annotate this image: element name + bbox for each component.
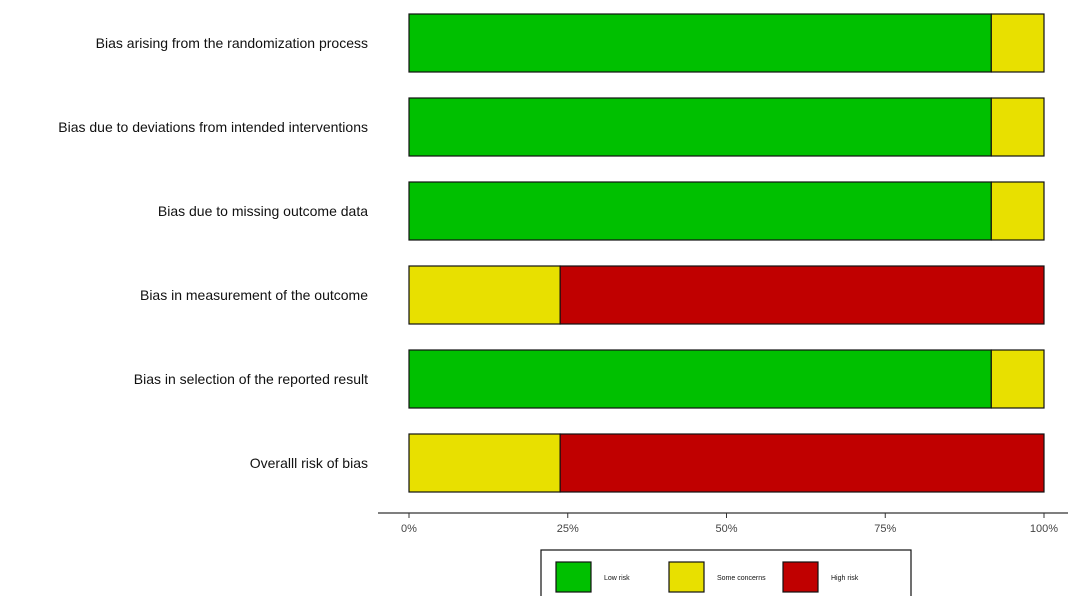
bar-segment-low-risk xyxy=(408,181,992,241)
bar-segment-high-risk xyxy=(559,265,1045,325)
category-label: Bias in measurement of the outcome xyxy=(140,287,368,303)
legend: Low risk Some concerns High risk xyxy=(540,549,912,596)
x-axis: 0% 25% 50% 75% 100% xyxy=(378,512,1068,535)
category-label: Bias in selection of the reported result xyxy=(134,371,368,387)
bar-segment-some-concerns xyxy=(990,97,1045,157)
legend-swatch-low-risk xyxy=(555,561,592,593)
category-label: Overalll risk of bias xyxy=(250,455,368,471)
category-label: Bias due to missing outcome data xyxy=(158,203,368,219)
x-tick-label: 0% xyxy=(401,523,417,535)
x-tick-label: 25% xyxy=(557,523,579,535)
legend-label-high-risk: High risk xyxy=(831,575,859,582)
bar-segment-low-risk xyxy=(408,349,992,409)
bar-segment-low-risk xyxy=(408,97,992,157)
legend-box xyxy=(540,549,912,596)
x-tick-label: 100% xyxy=(1030,523,1058,535)
category-label: Bias due to deviations from intended int… xyxy=(58,119,368,135)
x-tick-label: 75% xyxy=(874,523,896,535)
bar-segment-some-concerns xyxy=(408,433,561,493)
x-tick-label: 50% xyxy=(715,523,737,535)
legend-swatch-high-risk xyxy=(782,561,819,593)
bar-segment-some-concerns xyxy=(408,265,561,325)
bar-segment-low-risk xyxy=(408,13,992,73)
bar-segment-high-risk xyxy=(559,433,1045,493)
legend-swatch-some-concerns xyxy=(668,561,705,593)
bar-segment-some-concerns xyxy=(990,13,1045,73)
legend-label-low-risk: Low risk xyxy=(604,575,630,582)
category-labels: Bias arising from the randomization proc… xyxy=(58,35,368,471)
category-label: Bias arising from the randomization proc… xyxy=(96,35,368,51)
bars xyxy=(408,13,1045,493)
legend-label-some-concerns: Some concerns xyxy=(717,575,766,582)
bar-segment-some-concerns xyxy=(990,349,1045,409)
bar-segment-some-concerns xyxy=(990,181,1045,241)
